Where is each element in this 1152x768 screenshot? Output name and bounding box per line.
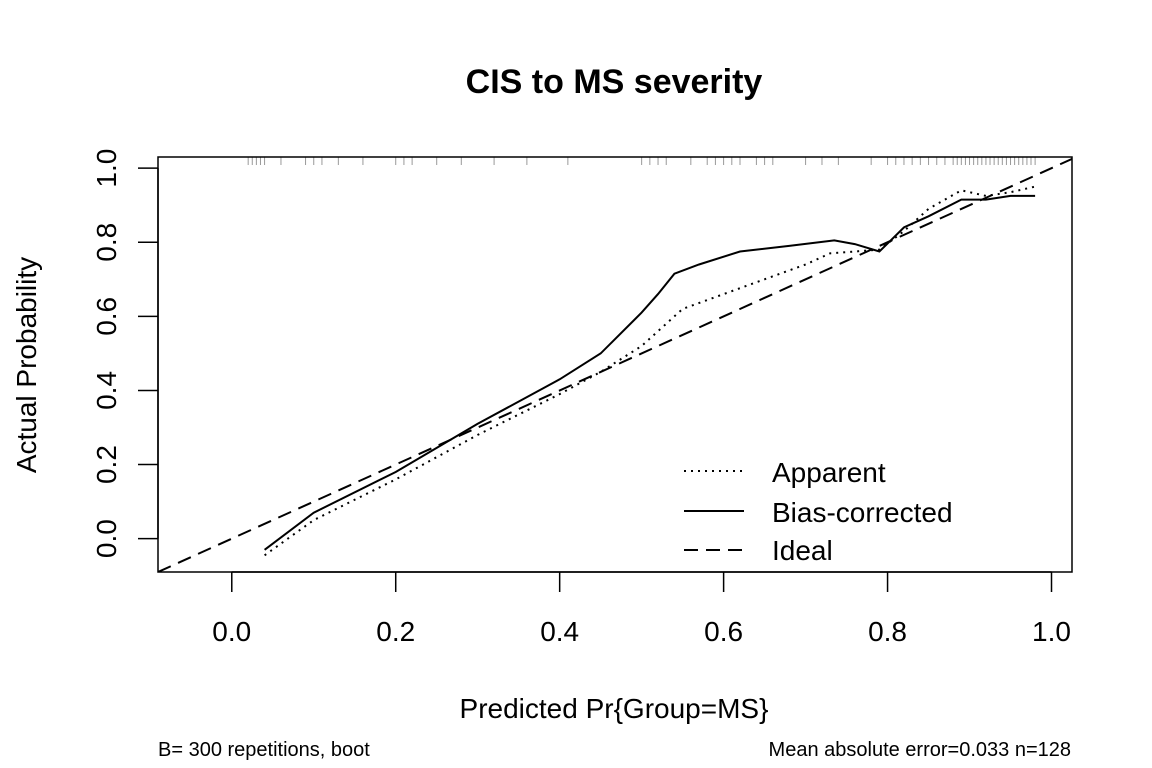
legend: Apparent Bias-corrected Ideal: [684, 457, 953, 566]
footnote-right: Mean absolute error=0.033 n=128: [769, 739, 1071, 761]
chart-title: CIS to MS severity: [466, 63, 763, 101]
y-tick-label: 0.2: [91, 445, 122, 484]
x-tick-label: 0.6: [704, 616, 743, 647]
footnote-left: B= 300 repetitions, boot: [158, 739, 370, 761]
x-tick-label: 0.8: [868, 616, 907, 647]
series-line-bias-corrected: [263, 194, 1036, 551]
series-line-apparent: [264, 185, 1036, 557]
y-tick-label: 0.4: [91, 371, 122, 410]
x-tick-label: 0.0: [212, 616, 251, 647]
series-lines: [158, 157, 1072, 572]
y-tick-label: 1.0: [91, 149, 122, 188]
y-axis: 0.0 0.2 0.4 0.6 0.8 1.0: [91, 149, 159, 558]
y-tick-label: 0.8: [91, 223, 122, 262]
x-tick-label: 0.4: [540, 616, 579, 647]
y-tick-label: 0.6: [91, 297, 122, 336]
y-tick-label: 0.0: [91, 519, 122, 558]
x-axis-label: Predicted Pr{Group=MS}: [460, 693, 769, 724]
series-line-ideal: [158, 157, 1072, 572]
rug-ticks: [247, 157, 1036, 165]
legend-label-apparent: Apparent: [772, 457, 886, 488]
x-axis: 0.0 0.2 0.4 0.6 0.8 1.0: [212, 571, 1071, 647]
x-tick-label: 1.0: [1032, 616, 1071, 647]
x-tick-label: 0.2: [376, 616, 415, 647]
y-axis-label: Actual Probability: [11, 257, 42, 473]
legend-label-ideal: Ideal: [772, 535, 833, 566]
legend-label-bias-corrected: Bias-corrected: [772, 497, 953, 528]
